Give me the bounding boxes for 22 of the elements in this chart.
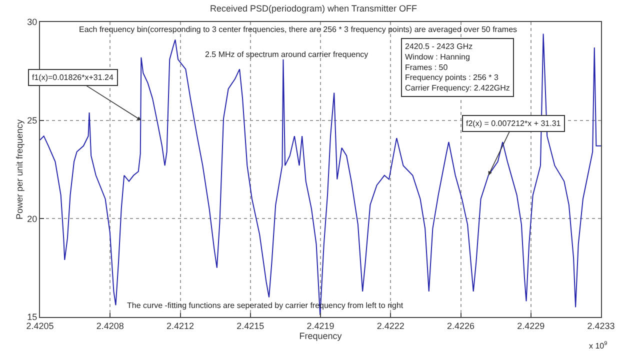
chart-title: Received PSD(periodogram) when Transmitter OFF — [210, 4, 418, 14]
annotation: f1(x)=0.01826*x+31.24 — [32, 73, 114, 82]
x-tick-label: 2.4215 — [236, 320, 264, 331]
text: x 10$^{9}$ — [589, 341, 608, 350]
y-tick-label: 25 — [27, 115, 38, 126]
y-tick-label: 15 — [27, 312, 38, 322]
y-axis-title: Power per unit frequency — [14, 118, 25, 220]
annotation: 2420.5 - 2423 GHz Window : Hanning Frames : 50 Frequency points : 256 * 3 Carrier Frequency: 2.422GHz — [405, 42, 510, 93]
annotation: Each frequency bin(corresponding to 3 center frequencies, there are 256 * 3 frequency points) are averaged over 50 frames — [79, 25, 518, 34]
y-tick-label: 20 — [27, 214, 38, 224]
x-tick-label: 2.4212 — [166, 320, 194, 331]
x-tick-label: 2.4208 — [96, 320, 124, 331]
annotation: f2(x) = 0.007212*x + 31.31 — [466, 119, 562, 128]
x-tick-label: 2.4205 — [26, 320, 54, 331]
x-axis-title: Frequency — [299, 330, 342, 341]
x-tick-label: 2.4219 — [306, 320, 334, 331]
x-tick-label: 2.4233 — [587, 320, 615, 331]
y-tick-label: 30 — [27, 17, 38, 28]
x-tick-label: 2.4229 — [517, 320, 545, 331]
annotation: 2.5 MHz of spectrum around carrier frequency — [205, 50, 368, 59]
x-tick-label: 2.4226 — [446, 320, 475, 331]
x-tick-label: 2.4222 — [376, 320, 404, 331]
